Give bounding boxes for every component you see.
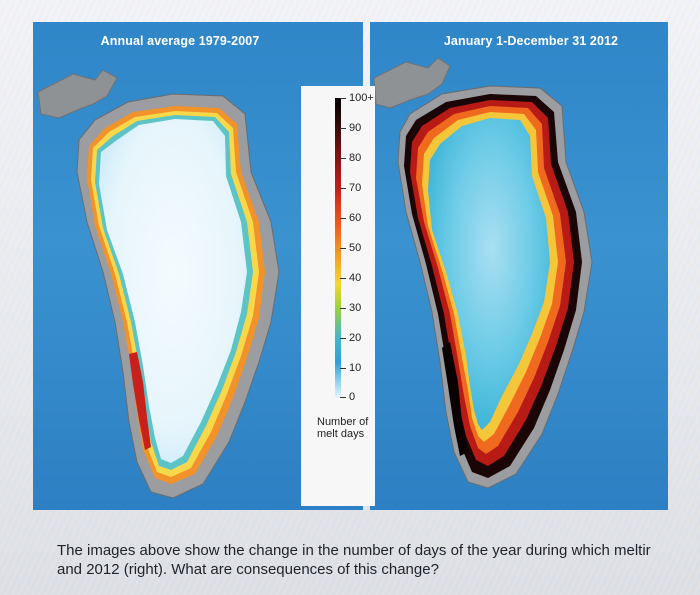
legend-label: 80 bbox=[349, 152, 362, 164]
legend-tick bbox=[340, 158, 346, 159]
legend-label: 10 bbox=[349, 362, 362, 374]
legend-label: 60 bbox=[349, 212, 362, 224]
legend-tick bbox=[340, 308, 346, 309]
question-line-2: and 2012 (right). What are consequences … bbox=[57, 561, 439, 578]
legend-caption: Number of melt days bbox=[317, 416, 381, 440]
legend-tick bbox=[340, 128, 346, 129]
legend-tick bbox=[340, 218, 346, 219]
legend-color-bar bbox=[335, 98, 341, 398]
question-text: The images above show the change in the … bbox=[57, 541, 700, 579]
legend-label: 100+ bbox=[349, 92, 374, 104]
legend-label: 50 bbox=[349, 242, 362, 254]
map-panel-2012: January 1-December 31 2012 bbox=[370, 22, 668, 510]
legend-tick bbox=[340, 248, 346, 249]
legend-label: 30 bbox=[349, 302, 362, 314]
legend-label: 40 bbox=[349, 272, 362, 284]
legend-label: 20 bbox=[349, 332, 362, 344]
greenland-melt-map-right bbox=[373, 57, 593, 489]
legend-tick bbox=[340, 338, 346, 339]
black-streak-right bbox=[442, 342, 468, 456]
greenland-melt-map-left bbox=[37, 69, 280, 499]
question-line-1: The images above show the change in the … bbox=[57, 542, 651, 559]
legend-label: 70 bbox=[349, 182, 362, 194]
legend-label: 90 bbox=[349, 122, 362, 134]
legend-label: 0 bbox=[349, 391, 356, 403]
legend-caption-line2: melt days bbox=[317, 428, 365, 440]
canada-land-right bbox=[373, 57, 451, 109]
legend-tick bbox=[340, 278, 346, 279]
canada-land-left bbox=[37, 69, 118, 119]
map-title-right: January 1-December 31 2012 bbox=[443, 34, 619, 48]
map-title-left: Annual average 1979-2007 bbox=[100, 34, 260, 48]
legend-tick bbox=[340, 397, 346, 398]
legend-caption-line1: Number of bbox=[317, 416, 369, 428]
legend-tick bbox=[340, 368, 346, 369]
legend-tick bbox=[340, 98, 346, 99]
melt-days-legend: 100+ 90 80 70 60 50 40 30 20 10 0 Number… bbox=[301, 86, 375, 506]
legend-tick bbox=[340, 188, 346, 189]
red-streak-left bbox=[129, 352, 151, 450]
